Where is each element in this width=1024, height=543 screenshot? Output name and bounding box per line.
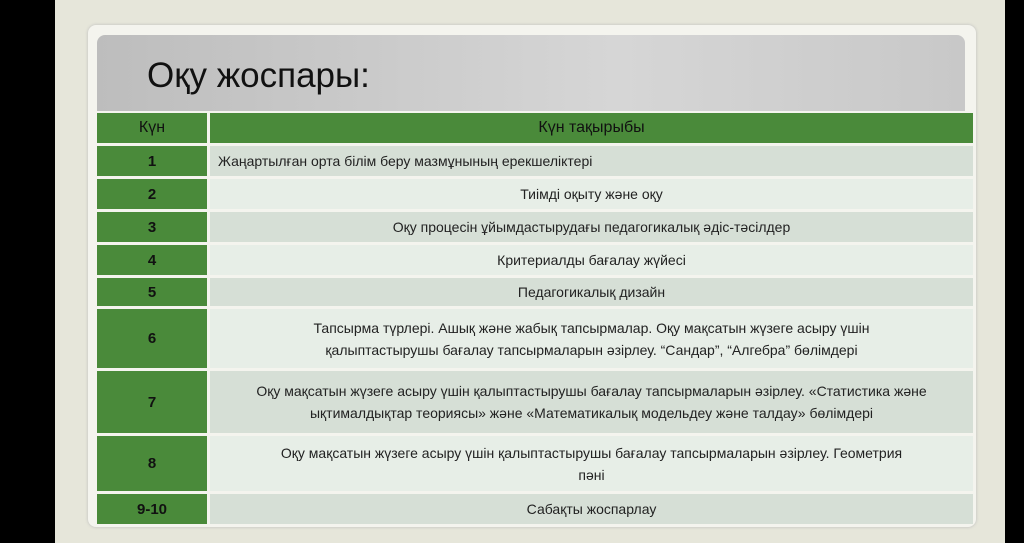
day-cell: 7: [97, 371, 210, 433]
topic-cell: Оқу процесін ұйымдастырудағы педагогикал…: [210, 212, 973, 242]
day-cell: 2: [97, 179, 210, 209]
day-cell: 3: [97, 212, 210, 242]
slide-title: Оқу жоспары:: [147, 56, 370, 95]
table-row: 1 Жаңартылған орта білім беру мазмұнының …: [97, 146, 973, 176]
table-row: 4 Критериалды бағалау жүйесі: [97, 245, 973, 275]
schedule-table: Күн Күн тақырыбы 1 Жаңартылған орта білім…: [97, 110, 973, 527]
table-header-row: Күн Күн тақырыбы: [97, 113, 973, 143]
table-row: 9-10 Сабақты жоспарлау: [97, 494, 973, 524]
table-row: 7 Оқу мақсатын жүзеге асыру үшін қалыптас…: [97, 371, 973, 433]
table-row: 5 Педагогикалық дизайн: [97, 278, 973, 306]
title-band: [97, 35, 965, 111]
table-row: 6 Тапсырма түрлері. Ашық және жабық тапсы…: [97, 309, 973, 368]
header-day: Күн: [97, 113, 210, 143]
day-cell: 4: [97, 245, 210, 275]
day-cell: 5: [97, 278, 210, 306]
table-row: 8 Оқу мақсатын жүзеге асыру үшін қалыптас…: [97, 436, 973, 491]
topic-cell: Оқу мақсатын жүзеге асыру үшін қалыптаст…: [210, 371, 973, 433]
day-cell: 9-10: [97, 494, 210, 524]
header-topic: Күн тақырыбы: [210, 113, 973, 143]
topic-cell: Критериалды бағалау жүйесі: [210, 245, 973, 275]
topic-cell: Оқу мақсатын жүзеге асыру үшін қалыптаст…: [210, 436, 973, 491]
table-row: 2 Тиімді оқыту және оқу: [97, 179, 973, 209]
topic-cell: Жаңартылған орта білім беру мазмұнының е…: [210, 146, 973, 176]
topic-cell: Тиімді оқыту және оқу: [210, 179, 973, 209]
day-cell: 8: [97, 436, 210, 491]
topic-cell: Тапсырма түрлері. Ашық және жабық тапсыр…: [210, 309, 973, 368]
topic-cell: Сабақты жоспарлау: [210, 494, 973, 524]
topic-cell: Педагогикалық дизайн: [210, 278, 973, 306]
day-cell: 6: [97, 309, 210, 368]
table-row: 3 Оқу процесін ұйымдастырудағы педагогика…: [97, 212, 973, 242]
day-cell: 1: [97, 146, 210, 176]
